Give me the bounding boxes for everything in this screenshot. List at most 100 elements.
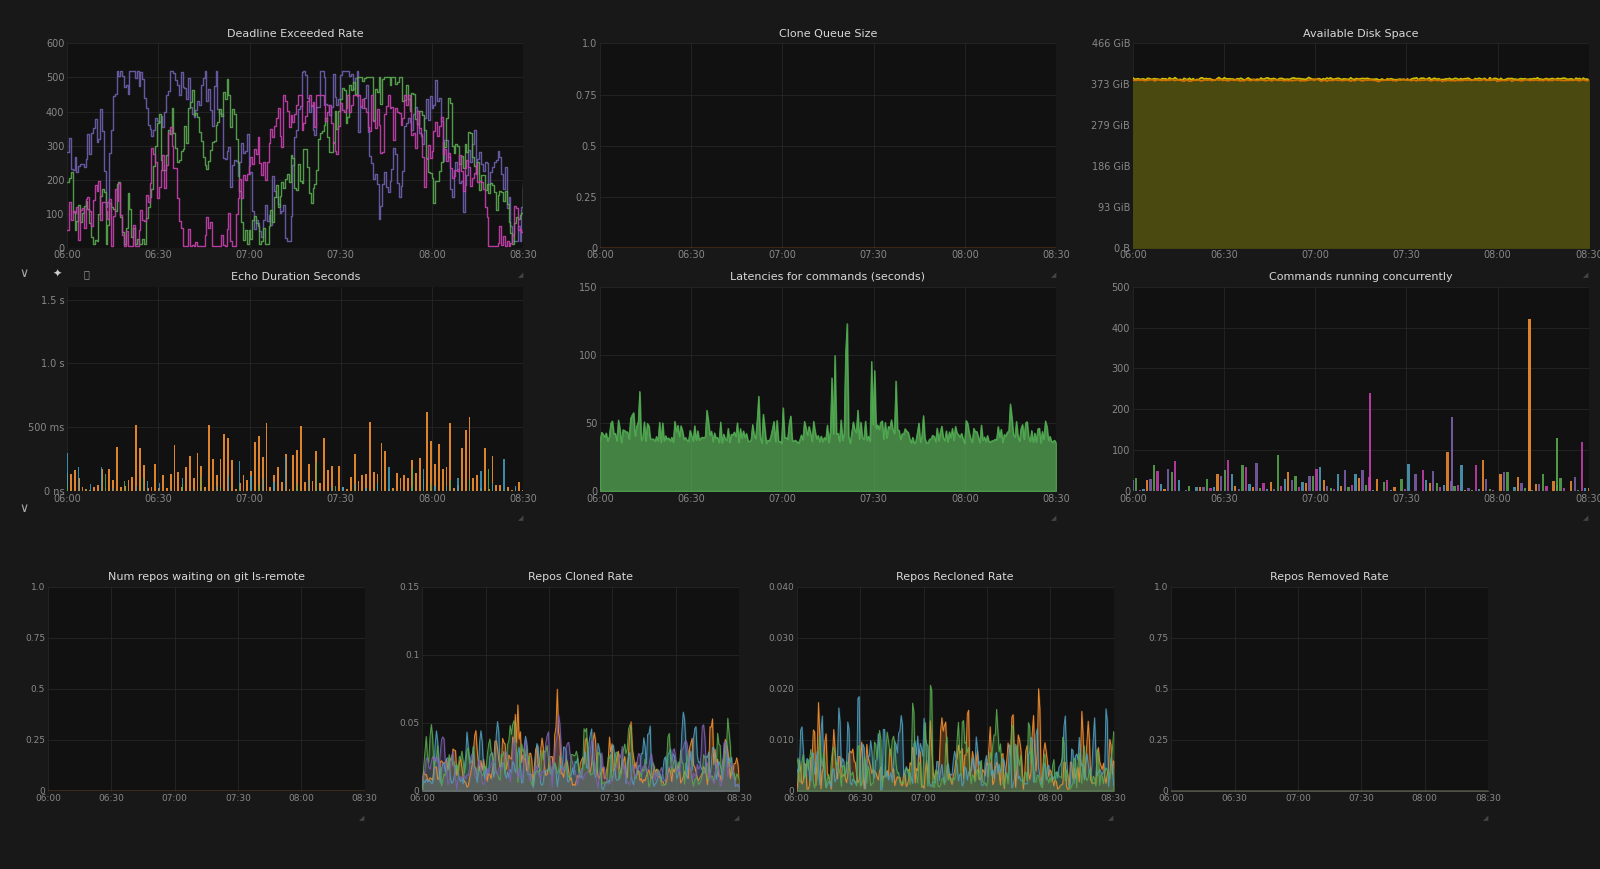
Bar [422, 479, 424, 491]
Bar [1280, 486, 1283, 491]
Title: Repos Removed Rate: Repos Removed Rate [1270, 572, 1389, 581]
Bar [224, 434, 226, 491]
Bar [1227, 460, 1229, 491]
Bar [1291, 481, 1293, 491]
Bar [192, 479, 195, 491]
Bar [1488, 488, 1491, 491]
Bar [1318, 468, 1322, 491]
Bar [411, 460, 413, 491]
Bar [1531, 490, 1533, 491]
Bar [1326, 486, 1328, 491]
Bar [1146, 480, 1149, 491]
Bar [515, 488, 517, 491]
Bar [109, 469, 110, 491]
Bar [1458, 485, 1459, 491]
Bar [1154, 466, 1155, 491]
Bar [430, 441, 432, 491]
Bar [1306, 482, 1307, 491]
Bar [438, 444, 440, 491]
Title: Clone Queue Size: Clone Queue Size [779, 29, 877, 38]
Bar [477, 475, 478, 491]
Bar [350, 477, 352, 491]
Bar [1163, 488, 1166, 491]
Bar [446, 467, 448, 491]
Bar [1475, 466, 1477, 491]
Bar [1323, 480, 1325, 491]
Text: ◢: ◢ [1109, 815, 1114, 821]
Bar [1301, 482, 1304, 491]
Bar [1213, 487, 1216, 491]
Bar [1517, 476, 1520, 491]
Bar [346, 488, 347, 491]
Bar [219, 460, 221, 491]
Bar [1438, 487, 1442, 491]
Bar [483, 448, 486, 491]
Bar [1362, 470, 1363, 491]
Bar [230, 461, 234, 491]
Bar [266, 422, 267, 491]
Text: ◢: ◢ [518, 515, 523, 521]
Bar [1189, 486, 1190, 491]
Bar [1546, 486, 1547, 491]
Bar [323, 439, 325, 491]
Bar [1414, 474, 1416, 491]
Bar [373, 472, 374, 491]
Bar [522, 490, 525, 491]
Bar [1382, 482, 1386, 491]
Bar [301, 426, 302, 491]
Bar [1248, 484, 1251, 491]
Bar [1432, 472, 1435, 491]
Bar [216, 475, 218, 491]
Bar [1245, 468, 1246, 491]
Bar [104, 488, 107, 491]
Bar [173, 445, 176, 491]
Bar [370, 422, 371, 491]
Bar [1298, 488, 1301, 491]
Bar [170, 474, 171, 491]
Bar [1560, 479, 1562, 491]
Bar [142, 465, 144, 491]
Bar [1262, 483, 1264, 491]
Title: Available Disk Space: Available Disk Space [1302, 29, 1419, 38]
Text: ◢: ◢ [1051, 272, 1056, 278]
Bar [1149, 479, 1152, 491]
Bar [1202, 488, 1205, 491]
Title: Repos Cloned Rate: Repos Cloned Rate [528, 572, 634, 581]
Bar [1259, 488, 1261, 491]
Bar [1563, 488, 1565, 491]
Bar [189, 456, 190, 491]
Bar [1470, 490, 1474, 491]
Text: ∨: ∨ [19, 502, 29, 514]
Bar [1274, 489, 1275, 491]
Text: ◢: ◢ [1483, 815, 1488, 821]
Bar [1206, 480, 1208, 491]
Bar [1312, 476, 1314, 491]
Bar [414, 473, 418, 491]
Bar [1358, 479, 1360, 491]
Bar [147, 488, 149, 491]
Bar [1386, 481, 1389, 491]
Bar [1269, 482, 1272, 491]
Bar [1283, 479, 1286, 491]
Bar [510, 490, 512, 491]
Bar [1376, 479, 1378, 491]
Bar [1528, 490, 1530, 491]
Bar [381, 443, 382, 491]
Bar [238, 483, 240, 491]
Bar [496, 485, 498, 491]
Title: Num repos waiting on git ls-remote: Num repos waiting on git ls-remote [107, 572, 306, 581]
Bar [502, 490, 506, 491]
Bar [307, 464, 309, 491]
Bar [1451, 417, 1453, 491]
Bar [296, 450, 298, 491]
Bar [1443, 485, 1445, 491]
Bar [1309, 475, 1310, 491]
Bar [66, 473, 69, 491]
Bar [469, 417, 470, 491]
Bar [269, 488, 272, 491]
Text: ◢: ◢ [360, 815, 365, 821]
Title: Latencies for commands (seconds): Latencies for commands (seconds) [731, 272, 925, 282]
Bar [1368, 393, 1371, 491]
Bar [93, 487, 94, 491]
Bar [1525, 488, 1526, 491]
